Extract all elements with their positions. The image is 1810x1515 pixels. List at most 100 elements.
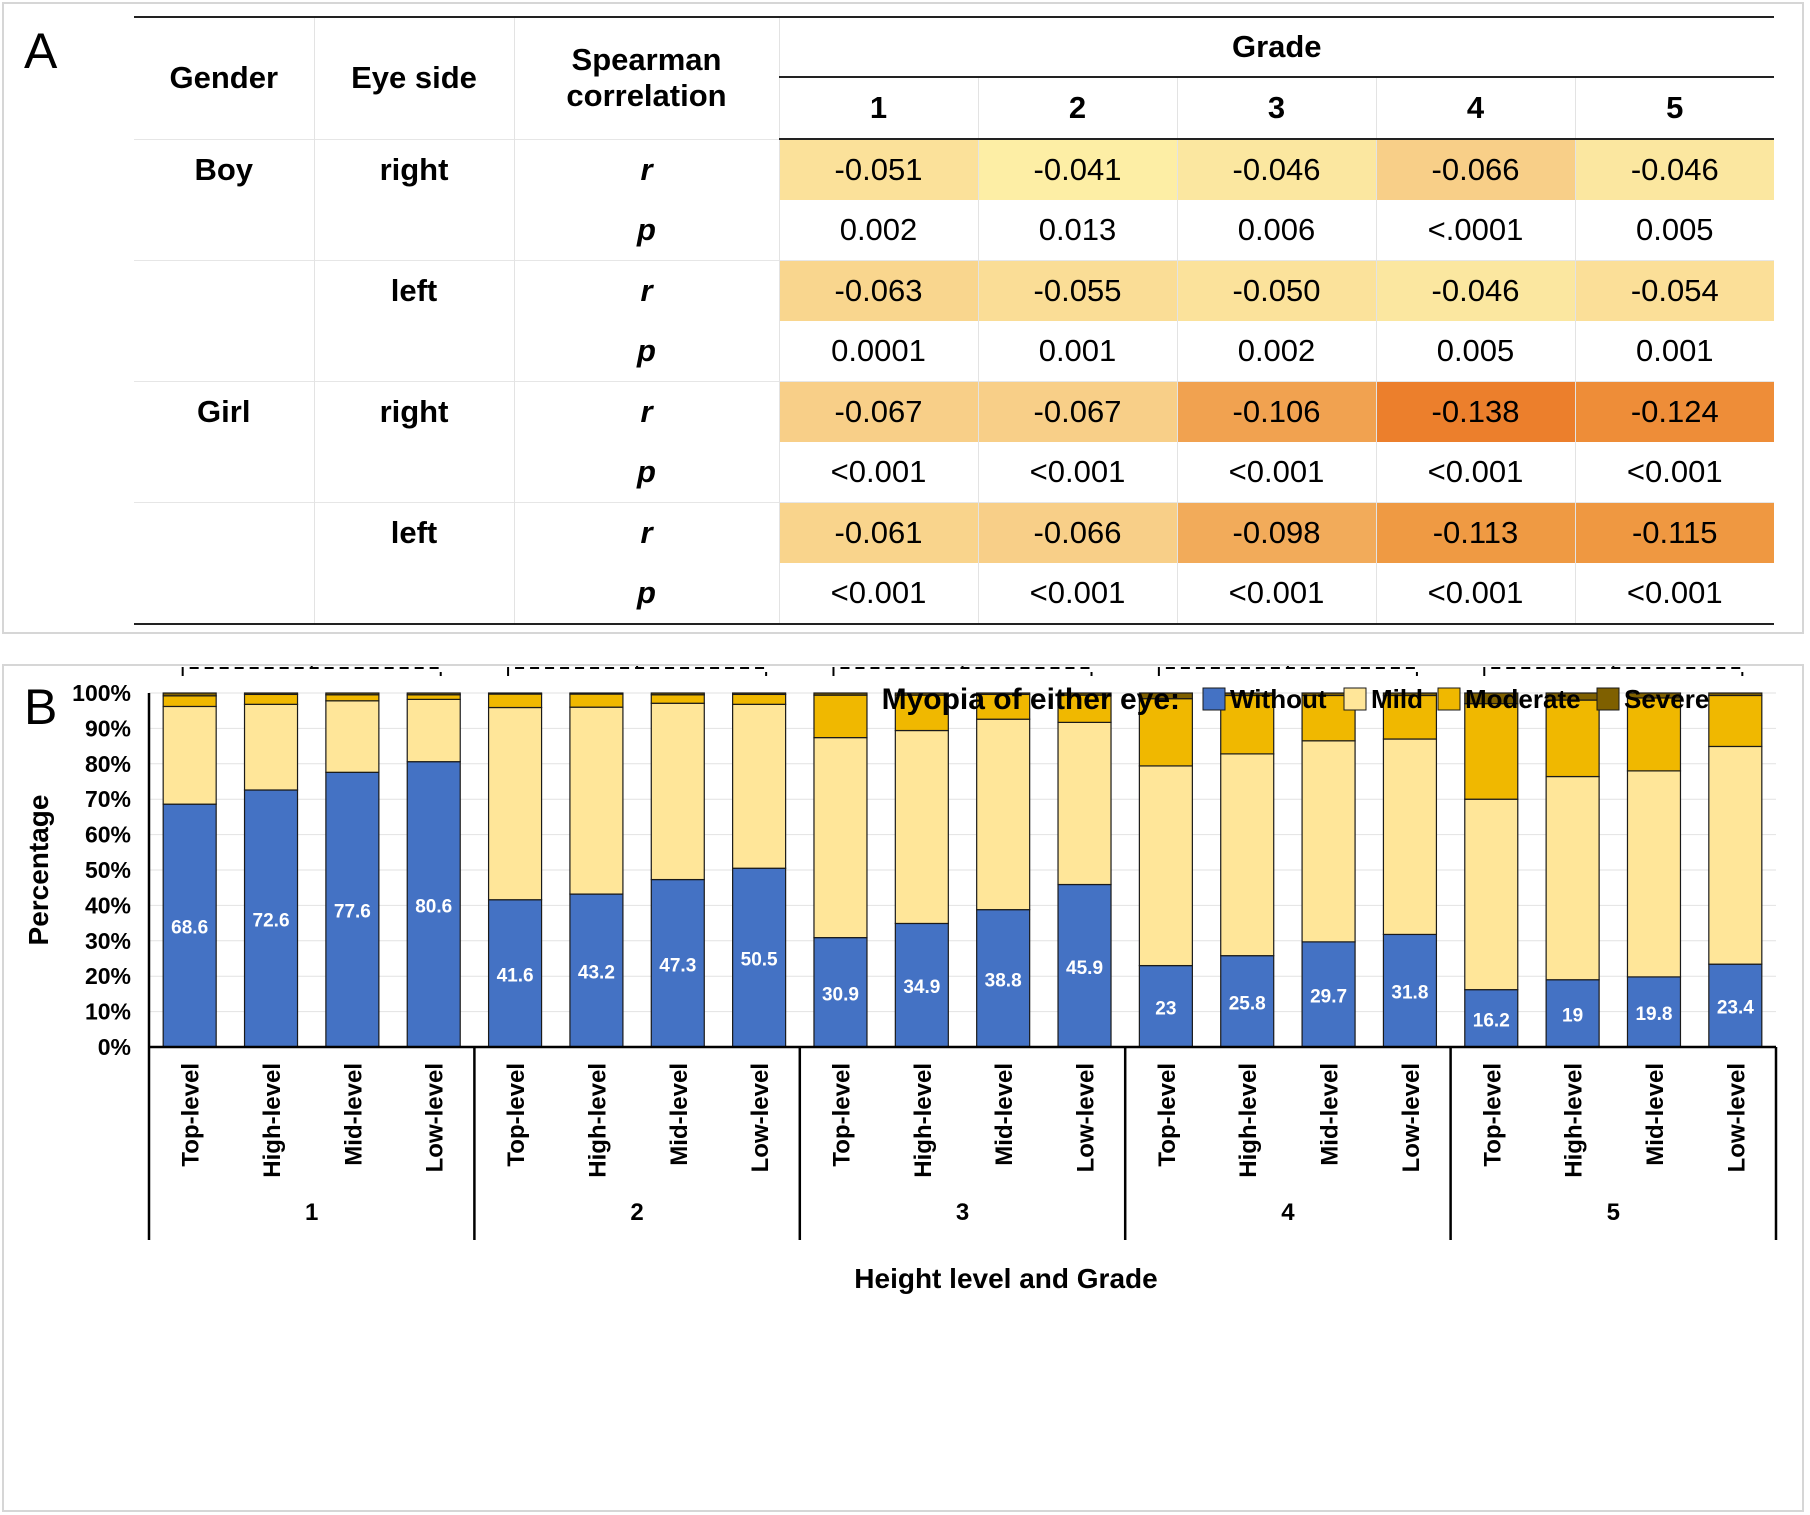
bar-segment-severe — [1138, 692, 1193, 700]
value-cell: -0.041 — [977, 138, 1177, 200]
header-spearman: Spearman correlation — [513, 16, 779, 139]
data-label: 23 — [1155, 998, 1176, 1019]
data-label: 29.7 — [1310, 986, 1347, 1007]
legend-label-severe: Severe — [1624, 684, 1709, 714]
bar-segment-mild — [1464, 798, 1519, 991]
gender-cell: Girl — [134, 381, 314, 442]
x-level-label: Mid-level — [1317, 1063, 1344, 1166]
bar-segment-moderate — [243, 693, 299, 705]
x-level-label: Top-level — [1154, 1063, 1181, 1167]
x-level-label: High-level — [1561, 1063, 1588, 1178]
y-tick-label: 90% — [85, 715, 131, 741]
x-group-label: 5 — [1607, 1199, 1620, 1226]
value-cell: -0.098 — [1176, 502, 1376, 563]
bar-segment-moderate — [406, 694, 461, 700]
panel-b-label: B — [24, 679, 58, 735]
gender-cell — [134, 442, 314, 503]
data-label: 23.4 — [1717, 998, 1754, 1019]
bar-segment-without — [813, 937, 868, 1048]
bar-segment-moderate — [162, 695, 217, 708]
value-cell: <0.001 — [1375, 442, 1575, 503]
value-cell: <0.001 — [1375, 563, 1575, 625]
bar-segment-severe — [325, 692, 380, 696]
value-cell: <0.001 — [977, 442, 1177, 503]
legend-label-without: Without — [1230, 684, 1327, 714]
data-label: 50.5 — [741, 950, 778, 971]
data-label: 77.6 — [334, 902, 371, 923]
bar-segment-moderate — [1138, 698, 1193, 767]
bar-segment-mild — [487, 706, 543, 901]
panel-a-label: A — [24, 23, 58, 79]
x-level-label: High-level — [259, 1063, 286, 1178]
bar-segment-severe — [732, 692, 787, 696]
header-grade: Grade — [778, 16, 1775, 78]
x-level-label: Low-level — [1723, 1063, 1750, 1172]
value-cell: -0.054 — [1574, 260, 1775, 321]
value-cell: 0.001 — [977, 321, 1177, 382]
gender-cell: Boy — [134, 138, 314, 200]
bar-segment-moderate — [813, 694, 868, 739]
table-row: left r -0.061 -0.066 -0.098 -0.113 -0.115 — [134, 502, 1775, 563]
bar-segment-mild — [1057, 721, 1112, 886]
bar-segment-without — [1708, 963, 1763, 1048]
eye-side-cell — [313, 563, 514, 625]
header-grade-1: 1 — [778, 77, 978, 140]
x-level-label: Low-level — [747, 1063, 774, 1172]
bar-segment-without — [1301, 941, 1356, 1048]
value-cell: 0.0001 — [778, 321, 978, 382]
value-cell: 0.013 — [977, 200, 1177, 261]
significance-bracket — [832, 666, 1093, 676]
data-label: 72.6 — [253, 910, 290, 931]
x-level-label: Top-level — [828, 1063, 855, 1167]
value-cell: -0.055 — [977, 260, 1177, 321]
y-tick-label: 0% — [98, 1034, 131, 1060]
x-group-label: 3 — [956, 1199, 969, 1226]
eye-side-cell — [313, 200, 514, 261]
value-cell: 0.001 — [1574, 321, 1775, 382]
x-level-label: High-level — [584, 1063, 611, 1178]
header-eye-side: Eye side — [313, 16, 514, 139]
value-cell: -0.046 — [1574, 138, 1775, 200]
significance-bracket — [1157, 666, 1418, 676]
bar-segment-severe — [1464, 692, 1519, 705]
bar-segment-severe — [976, 692, 1031, 696]
eye-side-cell — [313, 321, 514, 382]
bar-segment-severe — [569, 692, 624, 695]
bar-segment-mild — [1301, 740, 1356, 943]
bar-segment-without — [1057, 883, 1112, 1048]
bar-segment-severe — [487, 692, 543, 695]
header-grade-3: 3 — [1176, 77, 1376, 140]
bar-segment-mild — [813, 737, 868, 939]
bar-segment-mild — [1708, 745, 1763, 965]
panel-b: B 68.6 72.6 77.6 80.6 41.6 43.2 47.3 50.5 30.9 34… — [2, 664, 1804, 1512]
y-axis-title: Percentage — [23, 795, 54, 946]
header-spearman-line2: correlation — [566, 78, 727, 114]
header-grade-2: 2 — [977, 77, 1177, 140]
value-cell: -0.066 — [977, 502, 1177, 563]
gender-cell — [134, 502, 314, 563]
bar-segment-without — [243, 789, 299, 1048]
value-cell: -0.124 — [1574, 381, 1775, 442]
bar-segment-moderate — [487, 693, 543, 709]
x-level-label: Low-level — [1398, 1063, 1425, 1172]
bar-segment-without — [894, 922, 949, 1048]
bar-segment-without — [406, 761, 461, 1048]
bar-segment-without — [487, 899, 543, 1048]
value-cell: <0.001 — [1176, 442, 1376, 503]
x-level-label: Mid-level — [1642, 1063, 1669, 1166]
bar-segment-severe — [1382, 692, 1438, 697]
bar-segment-mild — [569, 706, 624, 895]
header-gender: Gender — [134, 16, 314, 139]
y-tick-label: 60% — [85, 822, 131, 848]
value-cell: 0.002 — [1176, 321, 1376, 382]
stat-cell: p — [513, 442, 779, 503]
value-cell: 0.002 — [778, 200, 978, 261]
y-tick-label: 80% — [85, 751, 131, 777]
value-cell: -0.106 — [1176, 381, 1376, 442]
data-label: 41.6 — [497, 965, 534, 986]
x-axis-title: Height level and Grade — [854, 1263, 1157, 1294]
value-cell: -0.067 — [977, 381, 1177, 442]
value-cell: <0.001 — [1574, 442, 1775, 503]
bar-segment-without — [569, 893, 624, 1048]
legend-swatch-moderate — [1437, 687, 1461, 711]
